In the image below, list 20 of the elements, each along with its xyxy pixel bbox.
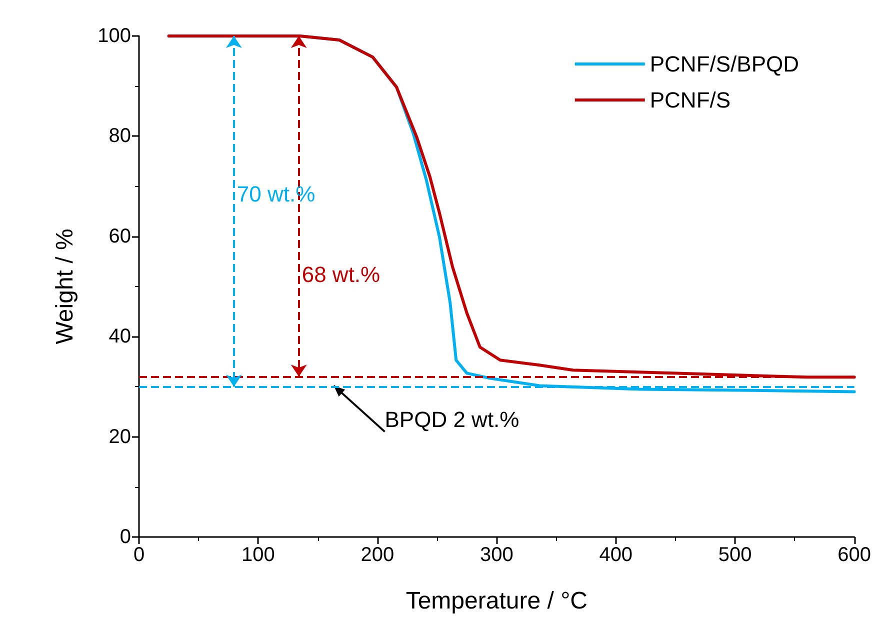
- annotation: 70 wt.%: [236, 181, 316, 206]
- y-axis-title: Weight / %: [52, 228, 78, 344]
- x-tick-label: 400: [599, 544, 633, 566]
- annotation: 68 wt.%: [302, 262, 380, 287]
- x-tick-label: 0: [133, 544, 145, 566]
- y-tick-label: 20: [108, 426, 131, 448]
- y-tick-label: 40: [108, 326, 131, 348]
- x-axis-title: Temperature / °C: [406, 588, 588, 614]
- x-tick-label: 300: [480, 544, 514, 566]
- x-tick-label: 100: [242, 544, 275, 566]
- x-tick-label: 600: [838, 544, 872, 566]
- legend-label: PCNF/S: [650, 88, 731, 112]
- y-tick-label: 80: [108, 125, 131, 148]
- legend-label: PCNF/S/BPQD: [650, 52, 800, 76]
- x-tick-label: 200: [360, 544, 394, 566]
- x-tick-label: 500: [718, 544, 752, 566]
- y-tick-label: 60: [108, 225, 131, 248]
- annotation: BPQD 2 wt.%: [384, 407, 520, 432]
- y-tick-label: 0: [120, 526, 131, 548]
- y-tick-label: 100: [98, 25, 131, 47]
